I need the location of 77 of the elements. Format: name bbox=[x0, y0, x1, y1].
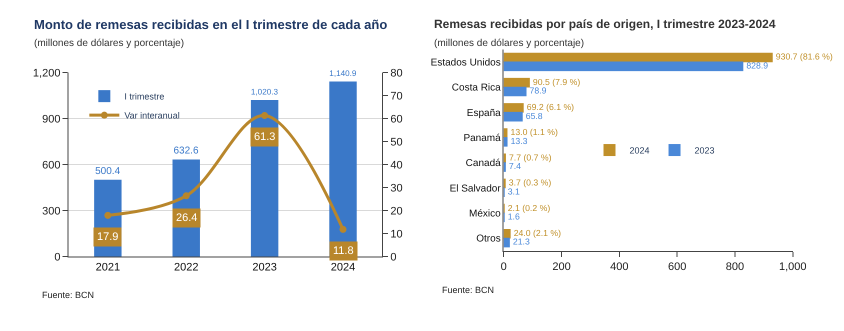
x-tick-label: 1,000 bbox=[779, 260, 807, 273]
data-label: 65.8 bbox=[526, 110, 543, 121]
y-tick-label: Panamá bbox=[463, 132, 502, 144]
data-label: 500.4 bbox=[95, 166, 121, 177]
source-note: Fuente: BCN bbox=[42, 290, 94, 300]
point bbox=[340, 226, 347, 233]
data-label: 1.6 bbox=[508, 212, 520, 222]
y-tick-label: El Salvador bbox=[450, 183, 502, 194]
x-tick-label: 400 bbox=[610, 260, 629, 273]
y-tick-label: 900 bbox=[42, 113, 60, 126]
data-label: 61.3 bbox=[254, 131, 276, 143]
data-label: 3.1 bbox=[508, 186, 520, 196]
bar bbox=[504, 112, 523, 122]
y2-tick-label: 50 bbox=[390, 136, 403, 148]
point bbox=[261, 112, 268, 119]
y-tick-label: 600 bbox=[42, 159, 60, 172]
y-tick-label: México bbox=[469, 208, 502, 220]
bar bbox=[504, 86, 527, 96]
point bbox=[182, 192, 190, 200]
legend-label: I trimestre bbox=[124, 92, 164, 102]
y-tick-label: 1,200 bbox=[32, 67, 60, 80]
y-tick-label: España bbox=[466, 108, 502, 119]
data-label: 69.2 (6.1 %) bbox=[526, 102, 574, 112]
x-tick-label: 2023 bbox=[252, 262, 277, 274]
data-label: 632.6 bbox=[174, 146, 199, 156]
x-tick-label: 200 bbox=[552, 260, 571, 273]
y-tick-label: Costa Rica bbox=[452, 82, 502, 94]
legend-label: Var interanual bbox=[124, 110, 180, 121]
y-tick-label: Canadá bbox=[466, 158, 502, 170]
point bbox=[104, 212, 112, 219]
bar bbox=[504, 238, 510, 248]
data-label: 21.3 bbox=[512, 236, 530, 247]
data-label: 2.1 (0.2 %) bbox=[508, 202, 550, 213]
y2-tick-label: 0 bbox=[390, 251, 397, 264]
bar bbox=[504, 103, 524, 113]
y2-tick-label: 20 bbox=[390, 205, 403, 218]
legend-label: 2024 bbox=[630, 146, 650, 156]
y-tick-label: 300 bbox=[42, 205, 60, 218]
legend-label: 2023 bbox=[694, 146, 715, 156]
data-label: 90.5 (7.9 %) bbox=[532, 76, 580, 87]
data-label: 1,140.9 bbox=[329, 69, 357, 78]
bar bbox=[504, 62, 744, 72]
x-tick-label: 800 bbox=[726, 260, 744, 273]
x-tick-label: 2021 bbox=[96, 262, 120, 274]
bar bbox=[504, 78, 530, 88]
y2-tick-label: 80 bbox=[390, 67, 403, 80]
y-tick-label: Estados Unidos bbox=[430, 57, 501, 68]
data-label: 17.9 bbox=[97, 231, 118, 243]
data-label: 828.9 bbox=[746, 60, 768, 70]
data-label: 7.4 bbox=[508, 161, 522, 172]
y-tick-label: Otros bbox=[476, 234, 501, 245]
data-label: 7.7 (0.7 %) bbox=[508, 152, 552, 162]
chart-title: Remesas recibidas por país de origen, I trimestre 2023-2024 bbox=[434, 17, 776, 31]
data-label: 13.3 bbox=[510, 136, 528, 146]
y2-tick-label: 60 bbox=[390, 113, 403, 126]
y2-tick-label: 10 bbox=[390, 228, 403, 240]
bar bbox=[504, 52, 773, 62]
data-label: 26.4 bbox=[176, 212, 198, 224]
y2-tick-label: 40 bbox=[390, 159, 403, 172]
y2-tick-label: 30 bbox=[390, 182, 403, 194]
data-label: 11.8 bbox=[333, 245, 354, 257]
data-label: 3.7 (0.3 %) bbox=[508, 178, 552, 188]
bar bbox=[504, 137, 508, 147]
y-tick-label: 0 bbox=[54, 251, 60, 264]
y2-tick-label: 70 bbox=[390, 90, 403, 102]
data-label: 13.0 (1.1 %) bbox=[510, 127, 558, 138]
chart-subtitle: (millones de dólares y porcentaje) bbox=[34, 38, 184, 49]
data-label: 24.0 (2.1 %) bbox=[514, 228, 562, 238]
x-tick-label: 2024 bbox=[330, 262, 356, 274]
data-label: 1,020.3 bbox=[250, 88, 278, 97]
chart-subtitle: (millones de dólares y porcentaje) bbox=[434, 38, 584, 49]
data-label: 930.7 (81.6 %) bbox=[776, 52, 833, 62]
data-label: 78.9 bbox=[530, 86, 547, 96]
source-note: Fuente: BCN bbox=[442, 285, 494, 295]
x-tick-label: 600 bbox=[668, 260, 686, 273]
x-tick-label: 2022 bbox=[174, 262, 198, 274]
chart-title: Monto de remesas recibidas en el I trimestre de cada año bbox=[34, 17, 388, 32]
